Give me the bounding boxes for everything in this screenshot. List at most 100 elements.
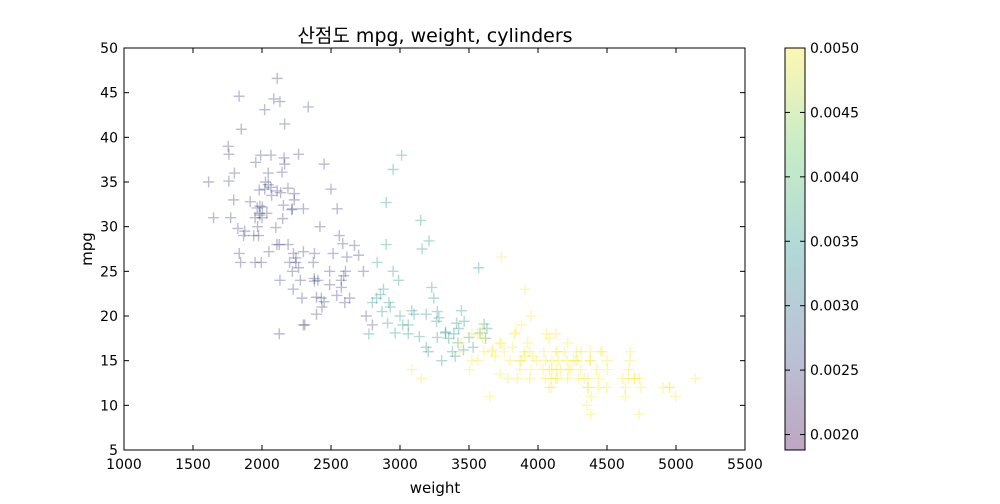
data-point [249,212,261,224]
data-point [408,308,420,320]
data-point [525,364,537,376]
data-point [271,239,283,251]
data-point [251,202,263,214]
data-point [624,346,636,358]
data-point [428,292,440,304]
data-point [511,373,523,385]
data-point [382,317,394,329]
data-point [271,185,283,197]
data-point [582,381,594,393]
data-point [416,243,428,255]
x-tick-label: 4000 [520,457,556,473]
data-point [584,346,596,358]
data-point [331,203,343,215]
data-point [316,301,328,313]
data-point [472,328,484,340]
data-point [440,326,452,338]
data-point [506,341,518,353]
data-point [232,222,244,234]
data-point [274,274,286,286]
data-point [585,390,597,402]
data-point [402,328,414,340]
data-point [256,201,268,213]
data-point [327,247,339,259]
x-tick-label: 3500 [451,457,487,473]
data-point [394,310,406,322]
data-point [455,337,467,349]
data-point [233,247,245,259]
data-point [519,283,531,295]
data-point [562,337,574,349]
data-point [550,346,562,358]
data-point [293,262,305,274]
data-point [545,373,557,385]
colorbar-tick-label: 0.0035 [810,234,859,250]
data-point [302,101,314,113]
colorbar-tick-label: 0.0030 [810,299,859,315]
data-point [550,373,562,385]
data-point [262,179,274,191]
data-point [308,275,320,287]
data-point [276,166,288,178]
data-point [228,167,240,179]
data-point [575,364,587,376]
data-point [324,279,336,291]
data-point [477,332,489,344]
data-point [495,338,507,350]
y-axis: 5 10 15 20 25 30 35 40 45 50 [100,41,745,459]
data-point [543,381,555,393]
data-point [582,381,594,393]
data-point [397,319,409,331]
data-point [551,364,563,376]
chart-title: 산점도 mpg, weight, cylinders [297,25,572,47]
data-point [268,93,280,105]
x-tick-label: 1500 [175,457,211,473]
data-point [337,238,349,250]
data-point [296,292,308,304]
data-point [279,158,291,170]
data-point [363,328,375,340]
data-point [384,301,396,313]
data-point [446,346,458,358]
data-point [657,381,669,393]
x-tick-label: 1000 [106,457,142,473]
y-tick-label: 50 [100,41,118,57]
data-point [591,364,603,376]
data-point [663,381,675,393]
data-point [282,239,294,251]
data-point [278,152,290,164]
data-point [481,323,493,335]
data-point [629,373,641,385]
data-point [333,230,345,242]
data-point [288,194,300,206]
data-point [366,297,378,309]
data-point [249,256,261,268]
data-point [273,239,285,251]
x-tick-label: 2000 [244,457,280,473]
data-point [498,346,510,358]
y-tick-label: 30 [100,220,118,236]
data-point [348,239,360,251]
data-point [453,346,465,358]
data-point [510,326,522,338]
data-point [619,390,631,402]
data-point [426,281,438,293]
data-point [393,274,405,286]
data-point [515,319,527,331]
data-point [387,265,399,277]
data-point [553,355,565,367]
data-point [286,204,298,216]
data-point [254,209,266,221]
data-point [290,256,302,268]
data-point [371,292,383,304]
data-point [584,355,596,367]
y-tick-label: 15 [100,354,118,370]
data-point [431,331,443,343]
data-point [543,364,555,376]
data-point [551,373,563,385]
colorbar-axis: 0.0020 0.0025 0.0030 0.0035 0.0040 0.0045 0.00… [785,41,859,444]
y-tick-label: 35 [100,175,118,191]
data-point [254,200,266,212]
data-point [443,332,455,344]
data-point [286,265,298,277]
